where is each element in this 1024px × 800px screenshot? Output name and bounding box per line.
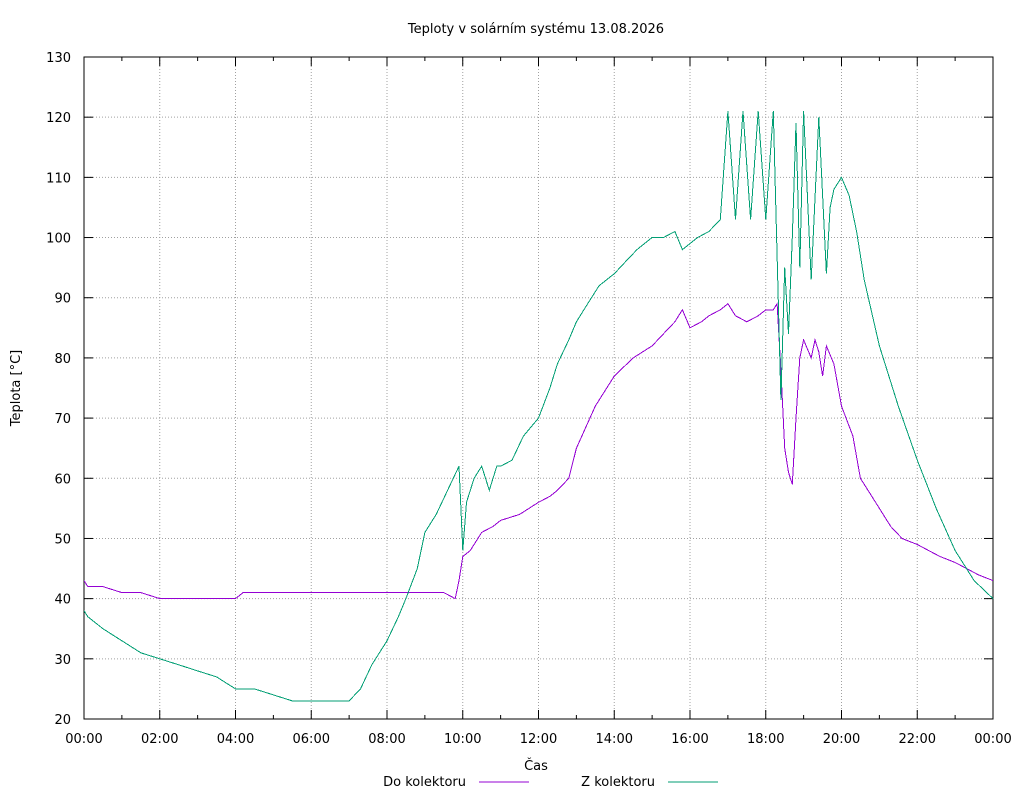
x-tick-label-7: 14:00 [596,732,633,747]
x-tick-label-9: 18:00 [747,732,784,747]
x-tick-label-4: 08:00 [368,732,405,747]
x-tick-label-5: 10:00 [444,732,481,747]
x-tick-label-2: 04:00 [217,732,254,747]
x-axis-ticks: 00:00 02:00 04:00 06:00 08:00 10:00 12:00 14:00… [65,57,1012,747]
legend-label-do-kolektoru: Do kolektoru [383,775,466,790]
y-tick-label-110: 110 [46,171,71,186]
y-tick-label-120: 120 [46,111,71,126]
x-tick-label-6: 12:00 [520,732,557,747]
y-tick-label-50: 50 [54,532,71,547]
x-tick-label-8: 16:00 [671,732,708,747]
y-tick-label-80: 80 [54,352,71,367]
y-tick-label-20: 20 [54,713,71,728]
y-axis-ticks: 20 30 40 50 60 70 80 90 100 110 120 130 [46,51,993,728]
legend: Do kolektoru Z kolektoru [383,775,718,790]
y-tick-label-40: 40 [54,593,71,608]
series-line-1 [83,111,994,702]
x-tick-label-12: 00:00 [974,732,1011,747]
series-layer [83,111,994,702]
x-tick-label-10: 20:00 [823,732,860,747]
x-tick-label-3: 06:00 [293,732,330,747]
y-tick-label-60: 60 [54,472,71,487]
chart-title: Teploty v solárním systému 13.08.2026 [407,22,664,37]
series-line-0 [83,302,994,600]
legend-label-z-kolektoru: Z kolektoru [581,775,655,790]
y-axis-label: Teplota [°C] [9,350,24,427]
y-tick-label-30: 30 [54,653,71,668]
x-axis-label: Čas [524,758,548,774]
y-tick-label-100: 100 [46,232,71,247]
x-tick-label-1: 02:00 [141,732,178,747]
y-tick-label-90: 90 [54,292,71,307]
y-tick-label-130: 130 [46,51,71,66]
x-tick-label-11: 22:00 [899,732,936,747]
grid [84,57,993,719]
x-tick-label-0: 00:00 [65,732,102,747]
y-tick-label-70: 70 [54,412,71,427]
